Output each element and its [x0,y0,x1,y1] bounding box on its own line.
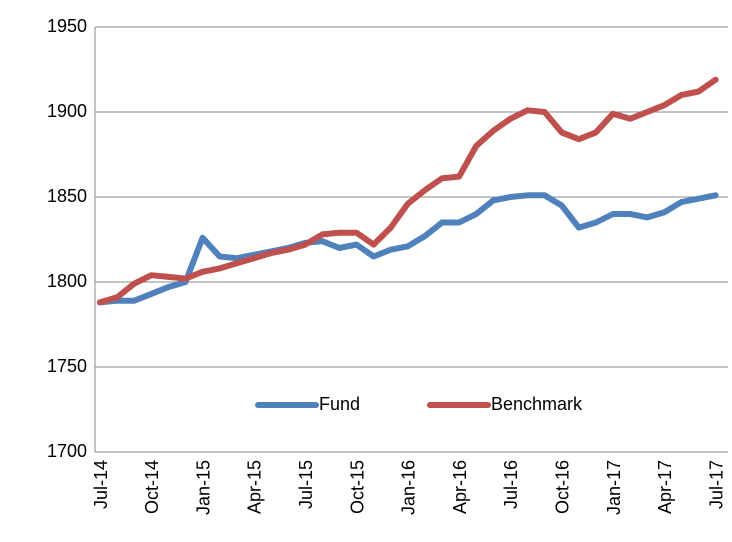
x-tick-label: Jan-15 [193,460,213,515]
y-tick-label: 1900 [47,101,87,121]
x-tick-label: Oct-15 [347,460,367,514]
x-tick-label: Apr-16 [450,460,470,514]
y-tick-label: 1750 [47,356,87,376]
x-tick-label: Jul-14 [91,460,111,509]
series-line [97,192,719,306]
x-tick-label: Apr-17 [655,460,675,514]
legend-label: Fund [319,394,360,414]
series-line [97,76,719,306]
x-tick-label: Jul-15 [296,460,316,509]
y-tick-label: 1800 [47,271,87,291]
x-tick-label: Jan-17 [604,460,624,515]
x-tick-label: Oct-16 [552,460,572,514]
y-tick-label: 1950 [47,16,87,36]
x-tick-label: Jul-16 [501,460,521,509]
legend-label: Benchmark [491,394,583,414]
y-tick-label: 1700 [47,441,87,461]
y-tick-label: 1850 [47,186,87,206]
x-tick-label: Jul-17 [706,460,726,509]
x-tick-label: Jan-16 [399,460,419,515]
x-tick-label: Oct-14 [142,460,162,514]
x-tick-label: Apr-15 [245,460,265,514]
